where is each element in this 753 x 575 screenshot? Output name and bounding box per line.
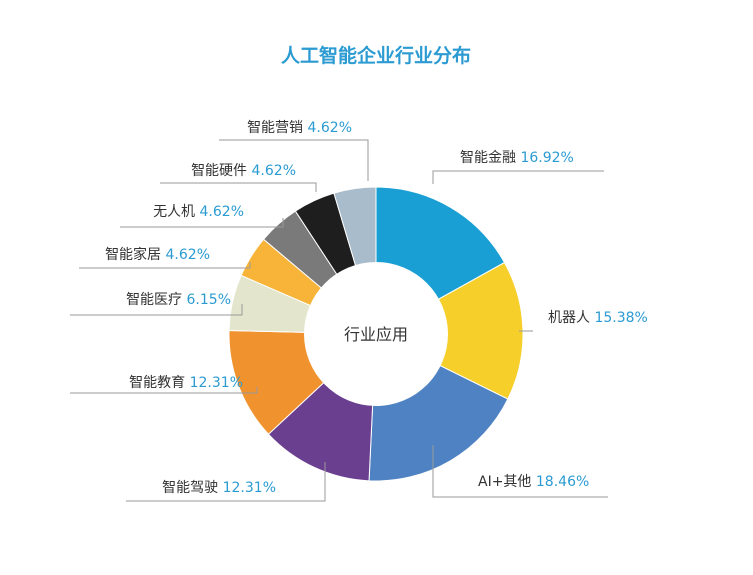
slice-label-value: 4.62% [200,204,244,220]
slice-label: 智能硬件 4.62% [191,163,296,179]
slice-label-value: 16.92% [520,150,573,166]
leader-line [120,218,284,228]
slice-label-value: 4.62% [166,247,210,263]
center-label: 行业应用 [344,325,408,344]
slice-label-value: 18.46% [536,474,589,490]
slice-label: 智能金融 16.92% [460,150,574,166]
slice-label-name: 智能营销 [247,120,307,136]
slice-label-value: 6.15% [187,292,231,308]
slice-label: 机器人 15.38% [548,310,648,326]
slice-label: 智能营销 4.62% [247,120,352,136]
leader-line [219,139,369,181]
slice-label-value: 12.31% [223,480,276,496]
slice-label-name: 无人机 [153,204,199,220]
slice-label: 智能驾驶 12.31% [162,480,276,496]
leader-line [432,445,608,498]
slice-label-name: 智能家居 [105,246,165,263]
chart-title: 人工智能企业行业分布 [281,44,471,67]
slice-label-name: 智能硬件 [191,163,251,179]
leader-line [79,262,251,269]
slice-label-name: 智能金融 [460,150,520,166]
slice-label-value: 4.62% [308,120,352,136]
slice-label: 无人机 4.62% [153,204,244,220]
slice-label-name: 机器人 [548,310,594,326]
slice-label-name: 智能教育 [129,375,189,391]
slice-label-value: 15.38% [594,310,647,326]
slice-label: 智能教育 12.31% [129,375,243,391]
slice-label: 智能医疗 6.15% [126,292,231,308]
slice-label-name: AI+其他 [478,474,536,490]
donut-hole [304,262,448,406]
slice-label: AI+其他 18.46% [478,474,589,490]
slice-label-name: 智能医疗 [126,292,186,308]
leader-line [160,182,317,192]
leader-line [126,462,326,502]
slice-label-value: 12.31% [190,375,243,391]
slice-label-name: 智能驾驶 [162,480,222,496]
slice-label-value: 4.62% [252,163,296,179]
leader-line [70,304,243,316]
slice-label: 智能家居 4.62% [105,246,210,263]
pie-slice [374,261,524,400]
leader-line [432,170,604,184]
leader-line [70,387,258,394]
